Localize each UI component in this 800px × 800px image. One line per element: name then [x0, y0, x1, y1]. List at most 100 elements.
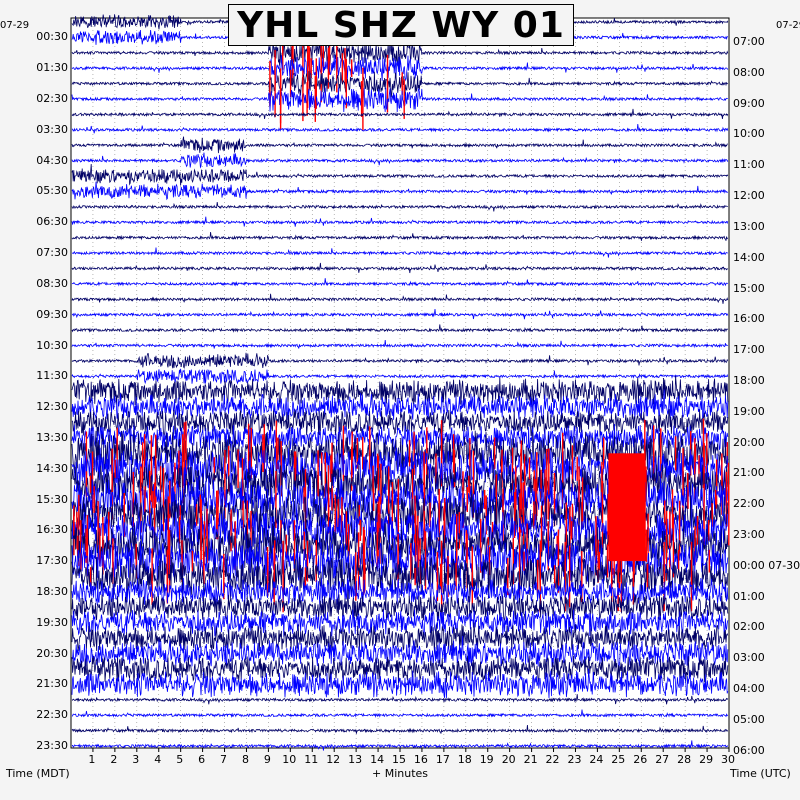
left-time-label: 07:30 [36, 246, 68, 260]
trace-line-22 [71, 352, 729, 369]
trace-line-21 [71, 339, 729, 349]
right-time-label: 02:00 [733, 620, 765, 634]
trace-line-6 [71, 108, 729, 120]
x-tick-label: 14 [370, 753, 385, 766]
x-tick-label: 29 [699, 753, 714, 766]
trace-line-12 [71, 202, 728, 212]
x-tick-label: 11 [304, 753, 319, 766]
right-time-label: 06:00 [733, 743, 765, 757]
x-tick-label: 28 [677, 753, 692, 766]
trace-line-37 [71, 576, 729, 606]
trace-line-38 [71, 589, 729, 623]
right-time-label: 03:00 [733, 651, 765, 665]
right-next-date-label: 07-30 [764, 558, 800, 572]
x-tick-label: 19 [479, 753, 494, 766]
right-time-label: 05:00 [733, 712, 765, 726]
right-time-label: 00:00 07-30 [733, 558, 800, 572]
left-time-label: 21:30 [36, 677, 68, 691]
left-date-label: 07-29 [0, 20, 30, 31]
right-time-label: 20:00 [733, 435, 765, 449]
left-time-label: 02:30 [36, 92, 68, 105]
trace-line-19 [71, 309, 729, 320]
trace-line-16 [71, 262, 729, 274]
trace-line-27 [71, 424, 729, 452]
trace-line-44 [71, 694, 729, 705]
x-tick-label: 6 [198, 753, 206, 766]
right-time-label: 11:00 [733, 158, 765, 172]
x-tick-label: 1 [88, 753, 96, 766]
right-time-label: 17:00 [733, 343, 765, 357]
trace-line-20 [71, 324, 729, 333]
trace-line-5 [71, 87, 728, 113]
x-tick-label: 25 [611, 753, 626, 766]
x-tick-label: 15 [392, 753, 406, 766]
clipped-block [608, 453, 646, 562]
right-time-label: 01:00 [733, 589, 765, 603]
x-tick-label: 16 [413, 753, 428, 766]
right-time-label: 08:00 [733, 65, 765, 79]
trace-line-45 [71, 709, 729, 718]
x-tick-label: 9 [263, 753, 271, 766]
chart-title: YHL SHZ WY 01 [228, 4, 574, 46]
x-tick-label: 8 [242, 753, 249, 766]
trace-line-3 [71, 54, 729, 82]
trace-line-40 [71, 622, 729, 652]
trace-line-46 [71, 725, 729, 734]
x-tick-label: 21 [523, 753, 538, 766]
left-time-label: 17:30 [36, 554, 68, 568]
right-time-label: 13:00 [733, 219, 765, 233]
trace-line-43 [71, 668, 729, 699]
right-time-label: 21:00 [733, 466, 765, 480]
right-time-label: 19:00 [733, 404, 765, 418]
right-time-label: 18:00 [733, 373, 765, 387]
trace-line-4 [71, 71, 728, 98]
trace-line-47 [71, 740, 729, 751]
trace-line-7 [71, 124, 729, 134]
x-tick-label: 12 [326, 753, 341, 766]
trace-line-23 [71, 368, 729, 385]
x-tick-label: 30 [721, 753, 735, 766]
x-tick-label: 2 [110, 753, 118, 766]
trace-line-26 [71, 409, 729, 438]
left-time-label: 16:30 [36, 523, 68, 537]
left-time-label: 23:30 [36, 739, 68, 752]
x-tick-label: 18 [457, 753, 472, 766]
right-time-label: 12:00 [733, 189, 765, 202]
left-time-label: 11:30 [36, 369, 68, 383]
x-tick-label: 26 [633, 753, 648, 766]
left-time-label: 00:30 [36, 30, 68, 44]
right-time-label: 10:00 [733, 127, 765, 141]
left-time-label: 15:30 [36, 492, 68, 506]
right-time-label: 09:00 [733, 96, 765, 110]
x-tick-label: 20 [501, 753, 516, 766]
x-tick-label: 3 [132, 753, 140, 766]
trace-line-10 [71, 163, 729, 186]
x-tick-label: 23 [567, 753, 582, 766]
trace-line-14 [71, 231, 728, 241]
trace-line-25 [71, 389, 729, 421]
x-tick-label: 22 [545, 753, 560, 766]
trace-line-11 [71, 181, 728, 201]
left-time-label: 13:30 [36, 430, 68, 444]
left-time-label: 04:30 [36, 153, 68, 167]
trace-line-24 [71, 375, 729, 406]
left-time-label: 19:30 [36, 615, 68, 629]
left-time-label: 03:30 [36, 122, 68, 136]
x-tick-label: 7 [220, 753, 227, 766]
x-tick-label: 4 [154, 753, 162, 766]
right-time-label: 15:00 [733, 281, 765, 295]
right-time-label: 22:00 [733, 497, 765, 511]
right-time-label: 04:00 [733, 682, 765, 695]
left-time-label: 12:30 [36, 400, 68, 414]
right-time-label: 23:00 [733, 527, 765, 541]
trace-line-8 [71, 136, 728, 154]
x-tick-label: 13 [348, 753, 363, 766]
left-time-label: 14:30 [36, 461, 68, 475]
trace-line-18 [71, 293, 729, 304]
x-tick-label: 17 [435, 753, 450, 766]
right-time-label: 14:00 [733, 250, 765, 264]
right-time-label: 16:00 [733, 312, 765, 326]
trace-line-9 [71, 152, 729, 169]
